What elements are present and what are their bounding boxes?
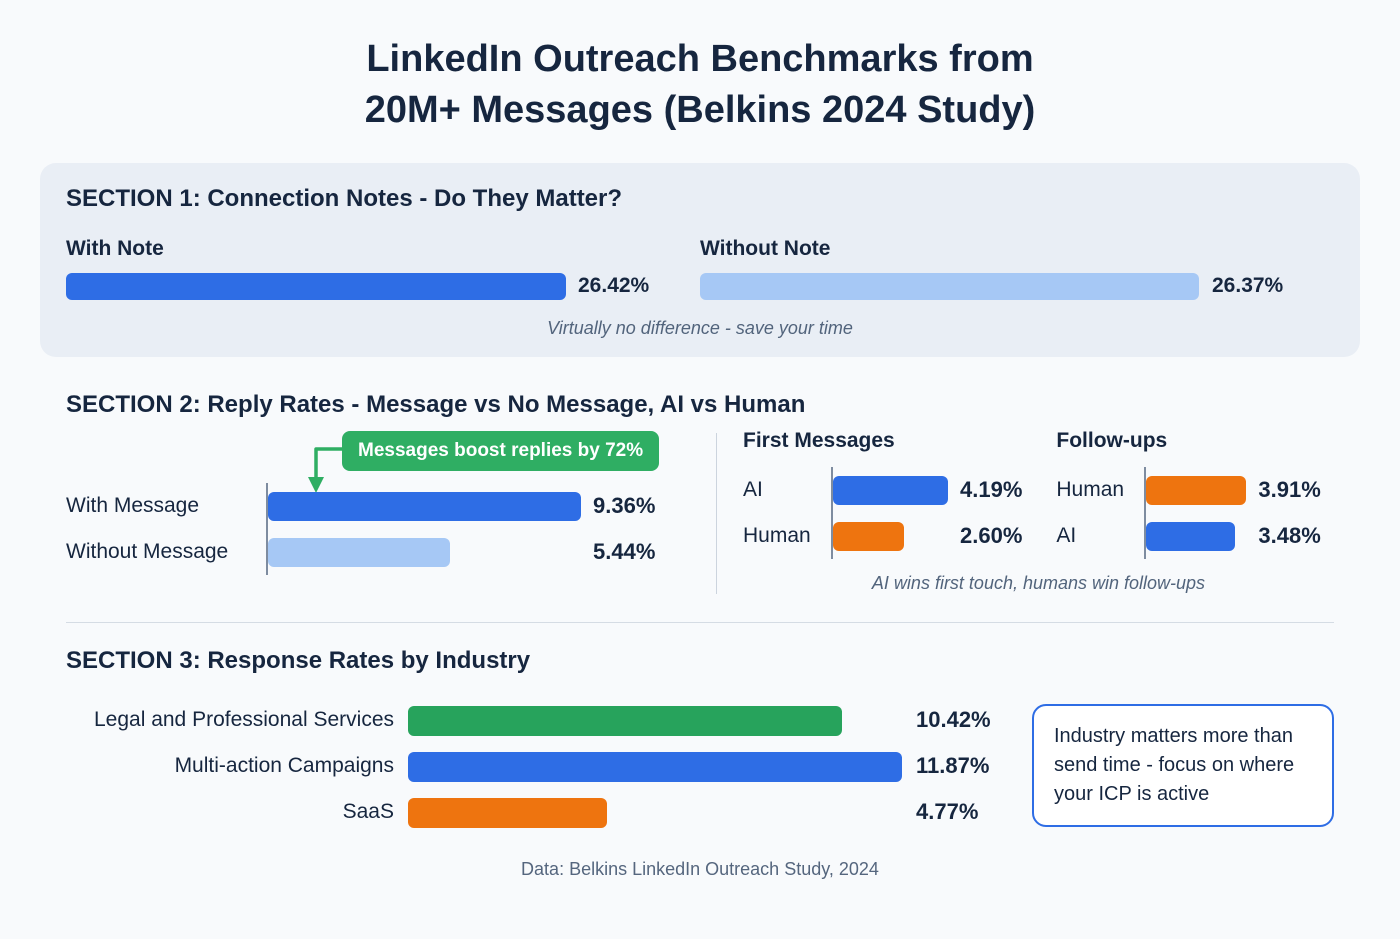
fu-ai-bar bbox=[1146, 522, 1236, 552]
section-3-body: Legal and Professional Services 10.42% M… bbox=[66, 697, 1334, 835]
fm-ai-bar-track bbox=[833, 476, 948, 506]
saas-bar bbox=[408, 798, 607, 829]
with-note-bar bbox=[66, 272, 566, 300]
with-note-value: 26.42% bbox=[578, 274, 650, 298]
without-message-label: Without Message bbox=[66, 539, 229, 563]
horizontal-divider bbox=[66, 621, 1334, 623]
industry-row-saas: SaaS 4.77% bbox=[66, 789, 1020, 835]
without-message-bar-track bbox=[268, 538, 581, 568]
without-message-bar bbox=[268, 538, 450, 568]
with-note-bar-track bbox=[66, 272, 566, 300]
first-messages-heading: First Messages bbox=[743, 428, 895, 452]
message-chart: With Message Without Message 9.36% bbox=[66, 482, 686, 575]
fu-human-bar bbox=[1146, 476, 1247, 506]
fm-human-bar-track bbox=[833, 522, 948, 552]
message-chart-plots: 9.36% 5.44% bbox=[266, 482, 655, 575]
fu-ai-value: 3.48% bbox=[1258, 522, 1321, 548]
follow-ups-chart: Follow-ups Human AI bbox=[1056, 428, 1321, 559]
section-1-connection-notes: SECTION 1: Connection Notes - Do They Ma… bbox=[40, 162, 1360, 357]
without-note-bar-row: 26.37% bbox=[700, 272, 1334, 300]
first-messages-bars: AI Human 4.19% bbox=[743, 466, 1022, 559]
fu-human-label: Human bbox=[1056, 477, 1125, 501]
fm-ai-label: AI bbox=[743, 477, 763, 501]
without-note-label: Without Note bbox=[700, 236, 831, 260]
section-1-bars: With Note 26.42% Without Note 26.37% bbox=[66, 237, 1334, 300]
section-2-note: AI wins first touch, humans win follow-u… bbox=[871, 572, 1206, 593]
fm-human-bar bbox=[833, 522, 905, 552]
follow-ups-plots: 3.91% 3.48% bbox=[1144, 466, 1321, 559]
page-title-line1: LinkedIn Outreach Benchmarks from bbox=[366, 38, 1034, 80]
vertical-divider bbox=[716, 432, 717, 594]
with-message-bar bbox=[268, 492, 581, 522]
fm-ai-value: 4.19% bbox=[960, 476, 1023, 502]
first-messages-labels: AI Human bbox=[743, 467, 831, 559]
with-message-value: 9.36% bbox=[593, 492, 656, 518]
saas-value: 4.77% bbox=[916, 798, 979, 824]
fm-human-label: Human bbox=[743, 523, 811, 547]
fu-ai-bar-track bbox=[1146, 522, 1246, 552]
fu-ai-label: AI bbox=[1056, 523, 1077, 547]
section-2-body: Messages boost replies by 72% With Messa… bbox=[66, 429, 1334, 594]
boost-badge: Messages boost replies by 72% bbox=[342, 430, 660, 471]
without-note-bar-track bbox=[700, 272, 1200, 300]
page-title: LinkedIn Outreach Benchmarks from 20M+ M… bbox=[0, 0, 1400, 137]
multi-action-bar-track bbox=[408, 752, 902, 783]
saas-label: SaaS bbox=[342, 799, 394, 823]
with-message-bar-row: 9.36% bbox=[268, 483, 655, 529]
industry-callout: Industry matters more than send time - f… bbox=[1032, 704, 1334, 828]
industry-row-multi-action: Multi-action Campaigns 11.87% bbox=[66, 743, 1020, 789]
message-chart-labels: With Message Without Message bbox=[66, 483, 266, 575]
fu-human-value: 3.91% bbox=[1258, 476, 1321, 502]
section-3-industry: SECTION 3: Response Rates by Industry Le… bbox=[40, 647, 1360, 835]
first-messages-plots: 4.19% 2.60% bbox=[831, 466, 1022, 559]
saas-bar-track bbox=[408, 798, 902, 829]
section-3-heading: SECTION 3: Response Rates by Industry bbox=[66, 646, 531, 674]
boost-arrow-icon bbox=[302, 439, 346, 504]
multi-action-value: 11.87% bbox=[916, 752, 990, 778]
message-vs-no-message-chart: Messages boost replies by 72% With Messa… bbox=[66, 429, 686, 594]
without-note-bar bbox=[700, 272, 1200, 300]
with-message-bar-track bbox=[268, 492, 581, 522]
follow-ups-bars: Human AI 3.91% bbox=[1056, 466, 1321, 559]
with-note-label: With Note bbox=[66, 236, 164, 260]
fu-human-bar-track bbox=[1146, 476, 1247, 506]
first-messages-chart: First Messages AI Human bbox=[743, 429, 1022, 559]
without-note-value: 26.37% bbox=[1212, 274, 1284, 298]
multi-action-bar bbox=[408, 752, 902, 783]
fu-ai-bar-row: 3.48% bbox=[1146, 513, 1321, 559]
ai-vs-human-charts: First Messages AI Human bbox=[743, 429, 1334, 594]
section-2-reply-rates: SECTION 2: Reply Rates - Message vs No M… bbox=[40, 391, 1360, 594]
section-2-heading: SECTION 2: Reply Rates - Message vs No M… bbox=[66, 390, 806, 418]
fm-human-value: 2.60% bbox=[960, 522, 1023, 548]
legal-bar bbox=[408, 706, 842, 737]
section-1-note: Virtually no difference - save your time bbox=[547, 317, 853, 338]
without-note-group: Without Note 26.37% bbox=[700, 237, 1334, 300]
without-message-bar-row: 5.44% bbox=[268, 529, 655, 575]
with-note-group: With Note 26.42% bbox=[66, 237, 700, 300]
industry-chart: Legal and Professional Services 10.42% M… bbox=[66, 697, 1020, 835]
fm-ai-bar-row: 4.19% bbox=[833, 467, 1022, 513]
follow-ups-heading: Follow-ups bbox=[1056, 428, 1168, 452]
page-title-line2: 20M+ Messages (Belkins 2024 Study) bbox=[364, 89, 1036, 132]
with-note-bar-row: 26.42% bbox=[66, 272, 700, 300]
data-source-footer: Data: Belkins LinkedIn Outreach Study, 2… bbox=[521, 858, 879, 879]
section-1-heading: SECTION 1: Connection Notes - Do They Ma… bbox=[66, 184, 623, 212]
industry-row-legal: Legal and Professional Services 10.42% bbox=[66, 697, 1020, 743]
mini-charts-row: First Messages AI Human bbox=[743, 429, 1334, 559]
with-message-label: With Message bbox=[66, 493, 200, 517]
legal-label: Legal and Professional Services bbox=[93, 707, 394, 731]
without-message-value: 5.44% bbox=[593, 538, 656, 564]
fm-ai-bar bbox=[833, 476, 948, 506]
legal-value: 10.42% bbox=[916, 706, 991, 732]
legal-bar-track bbox=[408, 706, 902, 737]
follow-ups-labels: Human AI bbox=[1056, 467, 1144, 559]
fm-human-bar-row: 2.60% bbox=[833, 513, 1022, 559]
fu-human-bar-row: 3.91% bbox=[1146, 467, 1321, 513]
multi-action-label: Multi-action Campaigns bbox=[174, 753, 394, 777]
